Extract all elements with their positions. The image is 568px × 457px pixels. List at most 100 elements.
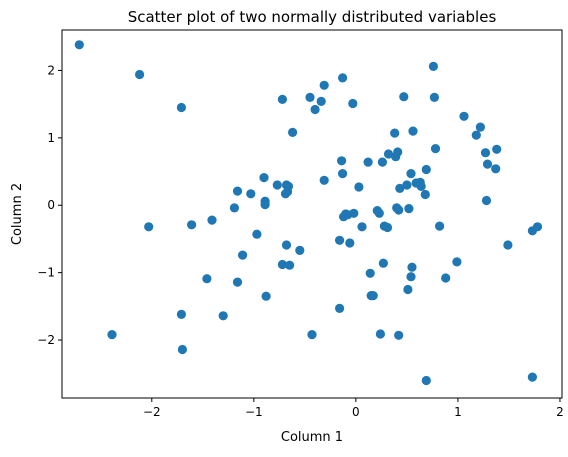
scatter-point-97 bbox=[492, 144, 502, 154]
scatter-point-80 bbox=[416, 181, 426, 191]
scatter-point-19 bbox=[260, 200, 270, 210]
scatter-point-54 bbox=[368, 291, 378, 301]
scatter-point-82 bbox=[421, 375, 431, 386]
y-tick-label: −1 bbox=[37, 266, 55, 280]
scatter-point-98 bbox=[503, 240, 513, 250]
scatter-point-6 bbox=[177, 344, 187, 355]
scatter-point-68 bbox=[394, 330, 404, 340]
scatter-point-87 bbox=[435, 221, 445, 231]
scatter-point-52 bbox=[365, 268, 375, 278]
scatter-point-34 bbox=[310, 104, 320, 115]
scatter-point-73 bbox=[404, 204, 414, 214]
scatter-point-15 bbox=[246, 189, 256, 199]
scatter-point-14 bbox=[238, 250, 248, 260]
scatter-point-75 bbox=[406, 272, 416, 282]
scatter-point-69 bbox=[395, 183, 405, 193]
scatter-point-3 bbox=[144, 222, 154, 232]
scatter-point-51 bbox=[363, 157, 373, 167]
scatter-point-32 bbox=[305, 92, 315, 102]
scatter-point-71 bbox=[402, 180, 412, 190]
y-tick-label: −2 bbox=[37, 333, 55, 347]
scatter-point-12 bbox=[232, 186, 243, 196]
scatter-point-72 bbox=[403, 284, 413, 295]
scatter-point-42 bbox=[338, 73, 348, 83]
y-axis-label: Column 2 bbox=[10, 183, 25, 245]
scatter-point-7 bbox=[187, 220, 197, 230]
scatter-point-92 bbox=[475, 122, 485, 132]
scatter-point-40 bbox=[337, 156, 347, 166]
y-tick-label: 0 bbox=[47, 198, 55, 212]
scatter-point-86 bbox=[430, 144, 441, 154]
scatter-point-28 bbox=[283, 181, 294, 191]
scatter-point-66 bbox=[393, 147, 403, 157]
scatter-point-38 bbox=[335, 235, 345, 245]
scatter-point-46 bbox=[345, 238, 355, 248]
scatter-point-0 bbox=[74, 40, 84, 50]
scatter-point-30 bbox=[288, 127, 298, 137]
scatter-point-90 bbox=[459, 111, 469, 121]
x-axis-label: Column 1 bbox=[281, 430, 343, 445]
scatter-point-76 bbox=[407, 262, 417, 272]
scatter-point-10 bbox=[218, 311, 228, 321]
scatter-point-57 bbox=[375, 329, 385, 339]
scatter-point-50 bbox=[357, 222, 367, 232]
scatter-point-99 bbox=[527, 372, 538, 382]
x-tick-label: −2 bbox=[143, 405, 161, 419]
scatter-point-93 bbox=[480, 148, 491, 158]
scatter-point-70 bbox=[399, 92, 409, 102]
scatter-point-63 bbox=[390, 128, 400, 138]
scatter-point-49 bbox=[354, 182, 364, 192]
scatter-point-9 bbox=[207, 215, 217, 225]
scatter-point-33 bbox=[307, 330, 317, 340]
scatter-point-37 bbox=[319, 175, 329, 185]
scatter-point-26 bbox=[281, 240, 292, 250]
plot-frame bbox=[61, 29, 563, 399]
scatter-point-39 bbox=[335, 303, 345, 313]
scatter-point-16 bbox=[252, 229, 262, 239]
scatter-point-89 bbox=[452, 257, 462, 267]
scatter-point-13 bbox=[232, 277, 243, 287]
scatter-point-20 bbox=[261, 291, 271, 301]
scatter-point-59 bbox=[378, 258, 388, 268]
scatter-point-83 bbox=[421, 164, 431, 175]
scatter-point-74 bbox=[406, 169, 416, 179]
scatter-point-1 bbox=[107, 330, 117, 340]
scatter-point-29 bbox=[285, 260, 295, 270]
scatter-point-77 bbox=[408, 126, 418, 136]
x-tick-label: 0 bbox=[352, 405, 360, 419]
scatter-point-8 bbox=[202, 274, 212, 284]
x-axis-ticks: −2 −1 0 1 2 bbox=[143, 398, 564, 419]
scatter-point-61 bbox=[382, 222, 393, 233]
y-tick-label: 2 bbox=[47, 63, 55, 77]
scatter-point-21 bbox=[272, 180, 282, 190]
scatter-point-2 bbox=[135, 69, 145, 80]
points-layer bbox=[74, 40, 543, 386]
scatter-point-36 bbox=[319, 80, 329, 90]
y-tick-label: 1 bbox=[47, 131, 55, 145]
x-tick-label: 1 bbox=[454, 405, 462, 419]
scatter-point-58 bbox=[377, 157, 387, 167]
scatter-point-4 bbox=[176, 102, 186, 113]
scatter-point-81 bbox=[420, 189, 430, 200]
x-tick-label: −1 bbox=[245, 405, 263, 419]
scatter-point-5 bbox=[176, 309, 186, 319]
scatter-point-48 bbox=[349, 208, 359, 218]
scatter-point-47 bbox=[348, 98, 358, 109]
scatter-point-41 bbox=[338, 169, 348, 179]
scatter-point-11 bbox=[229, 203, 239, 213]
scatter-point-85 bbox=[429, 92, 439, 102]
scatter-point-31 bbox=[295, 245, 305, 255]
scatter-point-101 bbox=[532, 222, 543, 232]
scatter-point-84 bbox=[428, 61, 438, 71]
chart-title: Scatter plot of two normally distributed… bbox=[128, 8, 497, 26]
scatter-point-22 bbox=[277, 94, 287, 104]
scatter-point-94 bbox=[481, 195, 492, 206]
scatter-point-96 bbox=[491, 164, 501, 174]
scatter-point-17 bbox=[259, 173, 269, 183]
scatter-point-91 bbox=[471, 130, 481, 140]
scatter-point-95 bbox=[482, 159, 493, 169]
scatter-point-56 bbox=[374, 208, 384, 218]
y-axis-ticks: −2 −1 0 1 2 bbox=[37, 63, 62, 347]
scatter-point-23 bbox=[277, 259, 287, 270]
scatter-point-67 bbox=[394, 205, 404, 215]
